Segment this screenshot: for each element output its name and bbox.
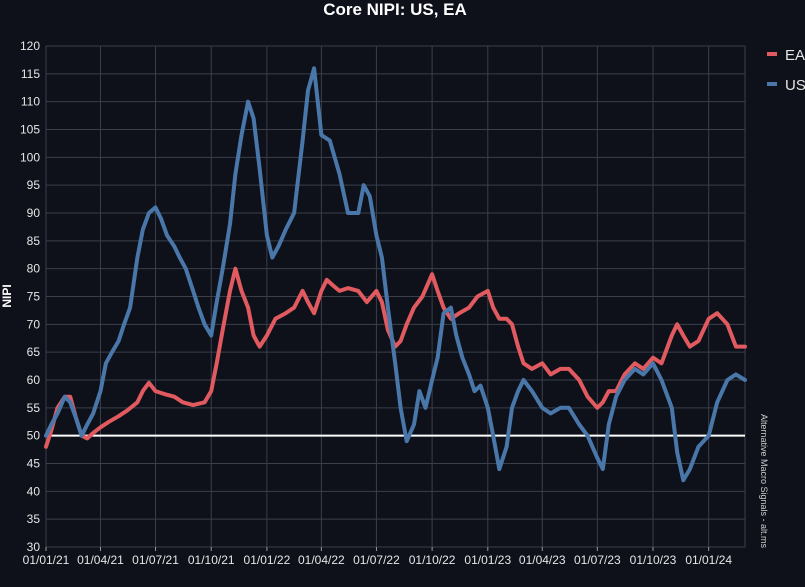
x-tick-label: 01/10/21 [188, 553, 235, 567]
grid-lines [45, 45, 745, 548]
y-tick-label: 30 [27, 540, 41, 554]
x-tick-label: 01/07/23 [574, 553, 621, 567]
legend-swatch-us [767, 82, 777, 86]
y-axis-ticks: 30 35 40 45 50 55 60 65 70 75 80 85 90 95 100 105 110 115… [20, 39, 40, 554]
series-line-ea [44, 266, 747, 449]
x-tick-label: 01/01/22 [244, 553, 291, 567]
x-axis-ticks: 01/01/21 01/04/21 01/07/21 01/10/21 01/01/22… [23, 547, 732, 567]
y-axis-label: NIPI [0, 284, 14, 307]
y-tick-label: 40 [27, 484, 41, 498]
watermark: Alternative Macro Signals - alt.ms [759, 414, 769, 549]
x-tick-label: 01/01/23 [464, 553, 511, 567]
x-tick-label: 01/07/22 [353, 553, 400, 567]
x-tick-label: 01/10/22 [409, 553, 456, 567]
legend-label-ea: EA [785, 47, 805, 64]
y-tick-label: 75 [27, 290, 41, 304]
y-tick-label: 110 [21, 95, 40, 109]
legend-swatch-ea [767, 52, 777, 56]
legend-label-us: US [785, 77, 805, 94]
x-tick-label: 01/07/21 [132, 553, 179, 567]
y-tick-label: 105 [20, 123, 40, 137]
series-line-us [44, 66, 747, 483]
y-tick-label: 50 [27, 429, 41, 443]
y-tick-label: 85 [27, 234, 41, 248]
chart-title: Core NIPI: US, EA [323, 0, 467, 19]
y-tick-label: 60 [27, 373, 41, 387]
y-tick-label: 120 [20, 39, 40, 53]
x-tick-label: 01/04/22 [298, 553, 345, 567]
y-tick-label: 90 [27, 206, 41, 220]
y-tick-label: 115 [21, 67, 40, 81]
x-tick-label: 01/10/23 [630, 553, 677, 567]
x-tick-label: 01/01/21 [23, 553, 70, 567]
y-tick-label: 100 [20, 150, 40, 164]
x-tick-label: 01/04/23 [519, 553, 566, 567]
series-lines [44, 66, 747, 483]
legend: EA US [767, 47, 805, 94]
y-tick-label: 35 [27, 512, 41, 526]
y-tick-label: 45 [27, 457, 41, 471]
y-tick-label: 55 [27, 401, 41, 415]
y-tick-label: 70 [27, 317, 41, 331]
y-tick-label: 65 [27, 345, 41, 359]
x-tick-label: 01/04/21 [77, 553, 124, 567]
x-tick-label: 01/01/24 [685, 553, 732, 567]
y-tick-label: 80 [27, 262, 41, 276]
y-tick-label: 95 [27, 178, 41, 192]
